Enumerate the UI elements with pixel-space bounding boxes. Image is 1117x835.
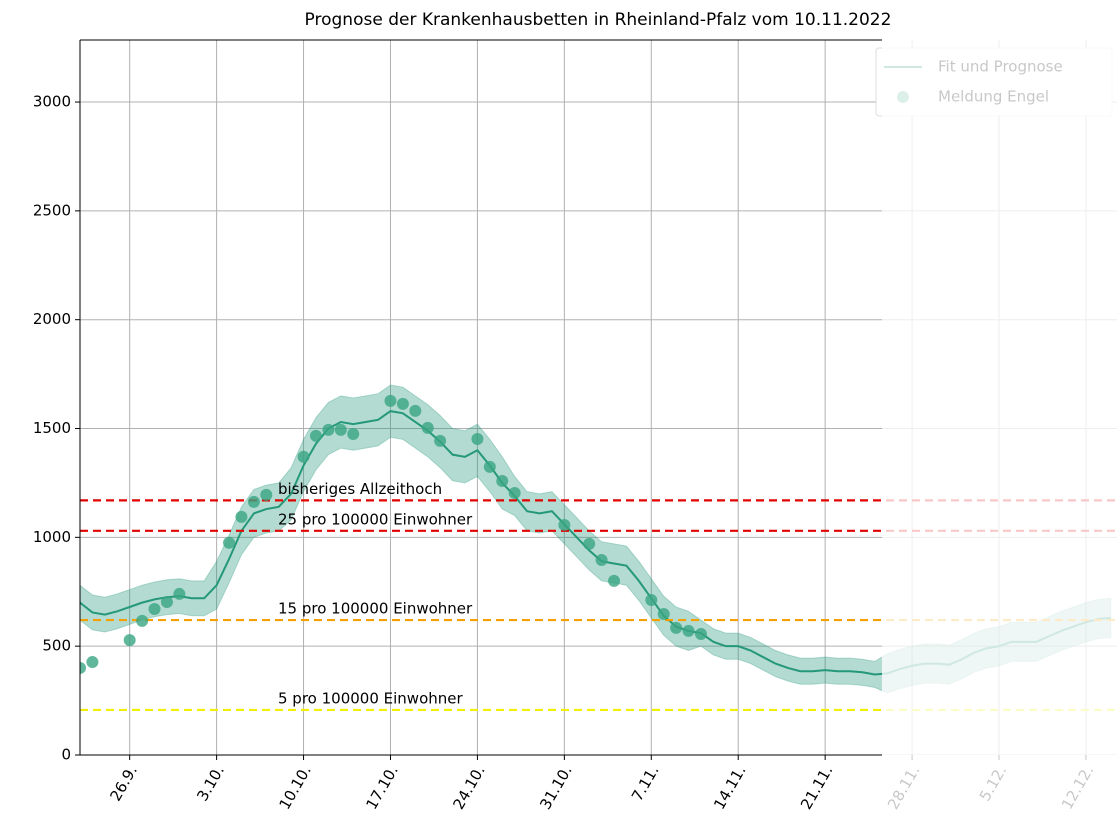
data-point xyxy=(309,429,322,442)
data-point xyxy=(123,634,136,647)
chart-title: Prognose der Krankenhausbetten in Rheinl… xyxy=(305,10,892,30)
data-point xyxy=(670,621,683,634)
x-tick-label: 3.10. xyxy=(193,762,228,804)
x-tick-label: 24.10. xyxy=(449,762,488,812)
y-tick-label: 1500 xyxy=(33,419,71,437)
data-point xyxy=(86,656,99,669)
x-tick-label: 7.11. xyxy=(628,762,663,804)
data-point xyxy=(322,423,335,436)
data-point xyxy=(434,434,447,447)
data-point xyxy=(160,595,173,608)
y-tick-label: 3000 xyxy=(33,93,71,111)
data-point xyxy=(247,495,260,508)
x-tick-label: 10.10. xyxy=(275,762,314,812)
x-tick-label: 31.10. xyxy=(536,762,575,812)
data-point xyxy=(80,661,86,674)
data-point xyxy=(347,427,360,440)
data-point xyxy=(297,450,310,463)
y-tick-label: 0 xyxy=(61,746,71,764)
data-point xyxy=(694,627,707,640)
reference-label: 15 pro 100000 Einwohner xyxy=(278,600,473,618)
data-point xyxy=(471,432,484,445)
x-tick-label: 26.9. xyxy=(106,762,141,804)
fade-overlay xyxy=(882,40,1117,835)
y-tick-label: 500 xyxy=(42,637,71,655)
data-point xyxy=(682,624,695,637)
reference-label: bisheriges Allzeithoch xyxy=(278,480,442,498)
data-point xyxy=(334,423,347,436)
x-tick-label: 17.10. xyxy=(362,762,401,812)
y-tick-label: 1000 xyxy=(33,528,71,546)
reference-label: 25 pro 100000 Einwohner xyxy=(278,510,473,528)
reference-label: 5 pro 100000 Einwohner xyxy=(278,689,463,707)
data-point xyxy=(608,574,621,587)
data-point xyxy=(558,518,571,531)
data-point xyxy=(483,460,496,473)
data-point xyxy=(409,404,422,417)
data-point xyxy=(595,553,608,566)
x-tick-label: 21.11. xyxy=(797,762,836,812)
data-point xyxy=(148,602,161,615)
data-point xyxy=(223,536,236,549)
data-point xyxy=(173,587,186,600)
y-tick-label: 2500 xyxy=(33,201,71,219)
data-point xyxy=(496,474,509,487)
data-point xyxy=(260,488,273,501)
x-tick-label: 14.11. xyxy=(710,762,749,812)
data-point xyxy=(384,394,397,407)
data-point xyxy=(657,607,670,620)
y-tick-label: 2000 xyxy=(33,310,71,328)
data-point xyxy=(583,537,596,550)
data-point xyxy=(396,397,409,410)
data-point xyxy=(645,594,658,607)
data-point xyxy=(235,510,248,523)
data-point xyxy=(508,486,521,499)
data-point xyxy=(421,421,434,434)
data-point xyxy=(136,614,149,627)
